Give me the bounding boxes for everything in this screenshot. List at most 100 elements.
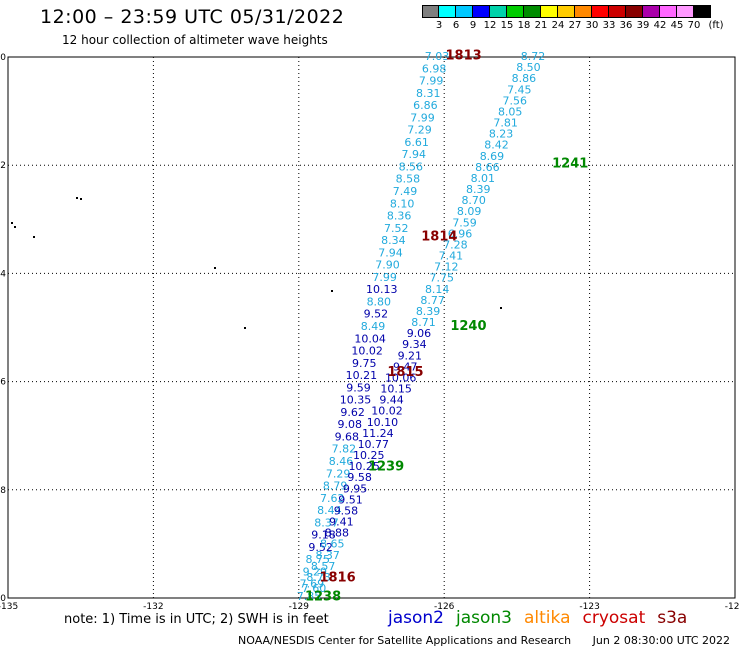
swh-label: 7.28 xyxy=(443,238,468,251)
swh-label: 10.13 xyxy=(366,283,398,296)
island-speck xyxy=(214,267,216,269)
swh-label: 7.29 xyxy=(326,467,351,480)
scale-label: 27 xyxy=(568,20,582,31)
swh-label: 8.14 xyxy=(425,283,450,296)
swh-label: 7.94 xyxy=(378,246,403,259)
swh-label: 9.47 xyxy=(393,360,418,373)
scale-swatch xyxy=(490,5,507,18)
swh-label: 10.15 xyxy=(380,383,412,396)
swh-label: 10.25 xyxy=(353,449,385,462)
lat-tick-label: -28 xyxy=(0,486,6,496)
pass-time-label: 1241 xyxy=(552,156,588,171)
scale-label: 39 xyxy=(636,20,650,31)
swh-label: 7.85 xyxy=(297,590,322,603)
swh-label: 8.37 xyxy=(314,516,339,529)
swh-label: 9.75 xyxy=(352,357,377,370)
scale-swatch xyxy=(558,5,575,18)
swh-label: 11.24 xyxy=(362,427,394,440)
scale-label: 3 xyxy=(435,20,443,31)
swh-label: 7.69 xyxy=(300,578,325,591)
lon-tick-label: -126 xyxy=(434,602,455,612)
swh-label: 8.31 xyxy=(416,87,441,100)
scale-label: 33 xyxy=(602,20,616,31)
swh-label: 8.71 xyxy=(411,316,436,329)
scale-swatch xyxy=(456,5,473,18)
map-frame xyxy=(7,56,736,599)
scale-swatch xyxy=(575,5,592,18)
pass-time-labels: 1813 1814 1815 1816 1241 1240 1239 1238 xyxy=(305,48,588,604)
island-speck xyxy=(80,198,82,200)
credit-text: NOAA/NESDIS Center for Satellite Applica… xyxy=(238,634,572,647)
swh-label: 8.73 xyxy=(306,571,331,584)
swh-label: 10.25 xyxy=(348,460,380,473)
swh-label: 8.10 xyxy=(390,197,415,210)
scale-label: 15 xyxy=(500,20,514,31)
credit-line: NOAA/NESDIS Center for Satellite Applica… xyxy=(238,634,730,647)
pass-time-label: 1238 xyxy=(305,589,341,604)
scale-label: 30 xyxy=(585,20,599,31)
swh-label: 8.56 xyxy=(399,160,424,173)
scale-swatch xyxy=(439,5,456,18)
lat-tick-label: -26 xyxy=(0,378,6,388)
lon-tick-label: -135 xyxy=(0,602,18,612)
island-speck xyxy=(11,222,13,224)
scale-label: 42 xyxy=(653,20,667,31)
island-speck xyxy=(331,290,333,292)
swh-label: 8.66 xyxy=(475,161,500,174)
lon-tick-label: -123 xyxy=(579,602,599,612)
satellite-cryosat: cryosat xyxy=(582,608,646,628)
scale-label: 36 xyxy=(619,20,633,31)
scale-label: 6 xyxy=(452,20,460,31)
scale-swatch xyxy=(541,5,558,18)
swh-label: 7.81 xyxy=(493,117,518,130)
pass-time-label: 1239 xyxy=(368,459,404,474)
swh-label: 8.05 xyxy=(498,105,523,118)
swh-label: 9.52 xyxy=(308,541,333,554)
swh-label: 10.21 xyxy=(346,369,378,382)
swh-label: 7.75 xyxy=(430,272,455,285)
lat-tick-label: -30 xyxy=(0,594,6,604)
swh-label: 8.88 xyxy=(325,527,350,540)
swh-label: 8.65 xyxy=(320,538,345,551)
swh-label: 6.96 xyxy=(448,227,473,240)
swh-label: 7.41 xyxy=(439,250,464,263)
pass-time-label: 1815 xyxy=(387,365,423,380)
swh-label: 7.45 xyxy=(507,83,532,96)
swh-label: 10.77 xyxy=(358,438,390,451)
swh-label: 8.58 xyxy=(396,173,421,186)
swh-label: 7.99 xyxy=(410,111,435,124)
swh-label: 8.50 xyxy=(516,61,541,74)
swh-label: 8.49 xyxy=(361,320,386,333)
swh-label: 7.12 xyxy=(434,261,459,274)
scale-swatch xyxy=(609,5,626,18)
swh-label: 10.10 xyxy=(367,416,399,429)
swh-label: 7.49 xyxy=(393,185,418,198)
satellite-s3a: s3a xyxy=(657,608,688,628)
footnote: note: 1) Time is in UTC; 2) SWH is in fe… xyxy=(64,612,329,627)
swh-label: 8.09 xyxy=(457,205,482,218)
swh-label: 7.94 xyxy=(401,148,426,161)
swh-label: 7.56 xyxy=(503,94,528,107)
scale-swatch xyxy=(677,5,694,18)
swh-label: 9.62 xyxy=(340,406,365,419)
satellite-jason3: jason3 xyxy=(456,608,512,628)
scale-swatch xyxy=(524,5,541,18)
swh-label: 8.44 xyxy=(317,504,342,517)
swh-label: 8.37 xyxy=(315,549,340,562)
scale-label: 24 xyxy=(551,20,565,31)
satellite-altika: altika xyxy=(524,608,571,628)
lon-tick-label: -129 xyxy=(289,602,310,612)
scale-label: 9 xyxy=(469,20,477,31)
scale-swatch xyxy=(473,5,490,18)
pass-time-label: 1240 xyxy=(450,319,486,334)
lat-tick-label: -22 xyxy=(0,161,6,171)
swh-label: 9.21 xyxy=(398,349,423,362)
swh-label: 9.95 xyxy=(343,482,368,495)
island-speck xyxy=(76,197,78,199)
scale-swatch xyxy=(694,5,711,18)
swh-label: 9.58 xyxy=(347,471,372,484)
scale-swatch xyxy=(592,5,609,18)
swh-label: 8.46 xyxy=(329,455,354,468)
scale-label: 12 xyxy=(483,20,497,31)
swh-label: 6.86 xyxy=(413,99,438,112)
